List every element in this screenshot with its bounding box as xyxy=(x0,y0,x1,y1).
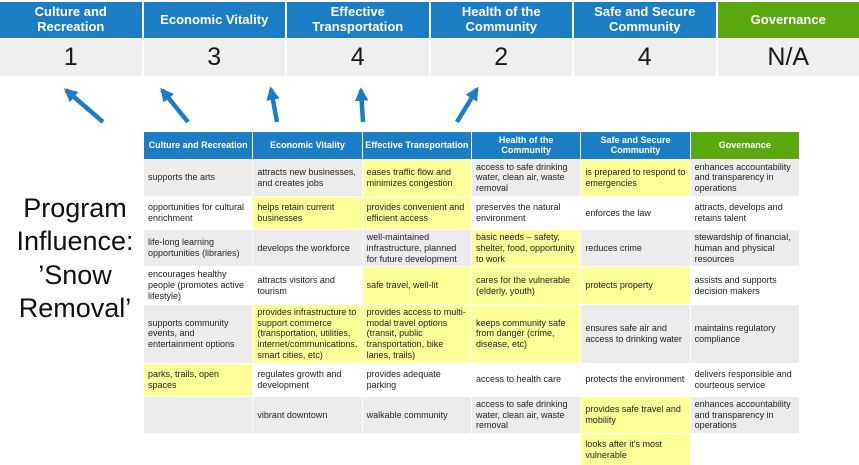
matrix-row: looks after it's most vulnerable xyxy=(144,434,799,465)
matrix-cell: enhances accountability and transparency… xyxy=(690,396,799,434)
matrix-cell xyxy=(471,434,581,465)
scoreboard-column-4: Safe and Secure Community 4 xyxy=(574,2,716,76)
scoreboard-score-value: 4 xyxy=(574,39,716,76)
scoreboard-category-label: Health of the Community xyxy=(430,2,572,38)
matrix-cell: provides access to multi-modal travel op… xyxy=(362,304,471,363)
matrix-cell xyxy=(362,434,471,465)
matrix-cell: attracts new businesses, and creates job… xyxy=(253,159,362,197)
matrix-cell: vibrant downtown xyxy=(253,396,362,434)
matrix-cell: cares for the vulnerable (elderly, youth… xyxy=(471,267,581,304)
scoreboard-category-label: Economic Vitality xyxy=(143,2,285,38)
matrix-cell: protects the environment xyxy=(581,363,690,396)
matrix-cell: delivers responsible and courteous servi… xyxy=(690,363,799,396)
matrix-cell: is prepared to respond to emergencies xyxy=(581,159,690,197)
matrix-cell: access to safe drinking water, clean air… xyxy=(471,159,581,197)
matrix-cell: looks after it's most vulnerable xyxy=(581,434,690,465)
matrix-cell xyxy=(144,434,253,465)
scoreboard-column-0: Culture and Recreation 1 xyxy=(0,2,142,76)
influence-arrow-2 xyxy=(266,86,280,123)
matrix-cell: eases traffic flow and minimizes congest… xyxy=(362,159,471,197)
matrix-cell: preserves the natural environment xyxy=(471,197,581,230)
scoreboard-score-value: 4 xyxy=(287,39,429,76)
matrix-row: supports community events, and entertain… xyxy=(144,304,799,363)
matrix-cell: provides infrastructure to support comme… xyxy=(253,304,362,363)
matrix-cell: regulates growth and development xyxy=(253,363,362,396)
scoreboard-score-value: 2 xyxy=(430,39,572,76)
matrix-row: vibrant downtown walkable community access… xyxy=(144,396,799,434)
matrix-cell: supports the arts xyxy=(144,159,253,197)
matrix-row: encourages healthy people (promotes acti… xyxy=(144,267,799,304)
matrix-column-header: Culture and Recreation xyxy=(144,132,253,159)
scoreboard-category-label: Governance xyxy=(717,2,859,38)
matrix-cell: enforces the law xyxy=(581,197,690,230)
scoreboard-score-value: N/A xyxy=(717,39,859,76)
matrix-cell xyxy=(144,396,253,434)
matrix-cell: ensures safe air and access to drinking … xyxy=(581,304,690,363)
matrix-cell: assists and supports decision makers xyxy=(690,267,799,304)
program-title: Program Influence: ’Snow Removal’ xyxy=(16,193,134,324)
scoreboard-column-2: Effective Transportation 4 xyxy=(287,2,429,76)
influence-arrow-3 xyxy=(354,87,369,123)
matrix-cell: basic needs – safety, shelter, food, opp… xyxy=(471,230,581,267)
influence-arrow-4 xyxy=(455,86,479,124)
matrix-column-header: Health of the Community xyxy=(471,132,581,159)
matrix-cell: provides safe travel and mobility xyxy=(581,396,690,434)
matrix-row: supports the arts attracts new businesses… xyxy=(144,159,799,197)
matrix-cell: stewardship of financial, human and phys… xyxy=(690,230,799,267)
influence-arrow-1 xyxy=(160,87,190,124)
matrix-cell: access to safe drinking water, clean air… xyxy=(471,396,581,434)
matrix-body: supports the arts attracts new businesses… xyxy=(144,159,799,465)
scoreboard-column-5: Governance N/A xyxy=(717,2,859,76)
matrix-cell: maintains regulatory compliance xyxy=(690,304,799,363)
matrix-cell: parks, trails, open spaces xyxy=(144,363,253,396)
matrix-column-header: Safe and Secure Community xyxy=(581,132,690,159)
matrix-cell: walkable community xyxy=(362,396,471,434)
scoreboard-category-label: Safe and Secure Community xyxy=(574,2,716,38)
matrix-cell: protects property xyxy=(581,267,690,304)
matrix-row: opportunities for cultural enrichment hel… xyxy=(144,197,799,230)
matrix-cell: attracts visitors and tourism xyxy=(253,267,362,304)
scoreboard-category-label: Culture and Recreation xyxy=(0,2,142,38)
matrix-cell: provides adequate parking xyxy=(362,363,471,396)
scoreboard-score-value: 3 xyxy=(143,39,285,76)
matrix-cell: supports community events, and entertain… xyxy=(144,304,253,363)
scoreboard-category-label: Effective Transportation xyxy=(287,2,429,38)
matrix-cell xyxy=(690,434,799,465)
matrix-cell: provides convenient and efficient access xyxy=(362,197,471,230)
matrix-cell: access to health care xyxy=(471,363,581,396)
influence-arrow-0 xyxy=(63,88,105,124)
scoreboard-score-value: 1 xyxy=(0,39,142,76)
matrix-cell xyxy=(253,434,362,465)
matrix-cell: enhances accountability and transparency… xyxy=(690,159,799,197)
matrix-row: life-long learning opportunities (librar… xyxy=(144,230,799,267)
matrix-cell: encourages healthy people (promotes acti… xyxy=(144,267,253,304)
matrix-cell: keeps community safe from danger (crime,… xyxy=(471,304,581,363)
matrix-cell: life-long learning opportunities (librar… xyxy=(144,230,253,267)
matrix-cell: safe travel, well-lit xyxy=(362,267,471,304)
scoreboard: Culture and Recreation 1 Economic Vitality… xyxy=(0,2,859,76)
matrix-cell: develops the workforce xyxy=(253,230,362,267)
influence-matrix: Culture and Recreation Economic Vitality E… xyxy=(143,131,800,465)
matrix-cell: attracts, develops and retains talent xyxy=(690,197,799,230)
matrix-cell: helps retain current businesses xyxy=(253,197,362,230)
scoreboard-column-3: Health of the Community 2 xyxy=(430,2,572,76)
matrix-column-header: Economic Vitality xyxy=(253,132,362,159)
matrix-column-header: Effective Transportation xyxy=(362,132,471,159)
scoreboard-column-1: Economic Vitality 3 xyxy=(143,2,285,76)
matrix-cell: reduces crime xyxy=(581,230,690,267)
matrix-column-header: Governance xyxy=(690,132,799,159)
matrix-cell: opportunities for cultural enrichment xyxy=(144,197,253,230)
matrix-cell: well-maintained infrastructure, planned … xyxy=(362,230,471,267)
matrix-row: parks, trails, open spaces regulates grow… xyxy=(144,363,799,396)
matrix-header-row: Culture and Recreation Economic Vitality E… xyxy=(144,132,799,159)
